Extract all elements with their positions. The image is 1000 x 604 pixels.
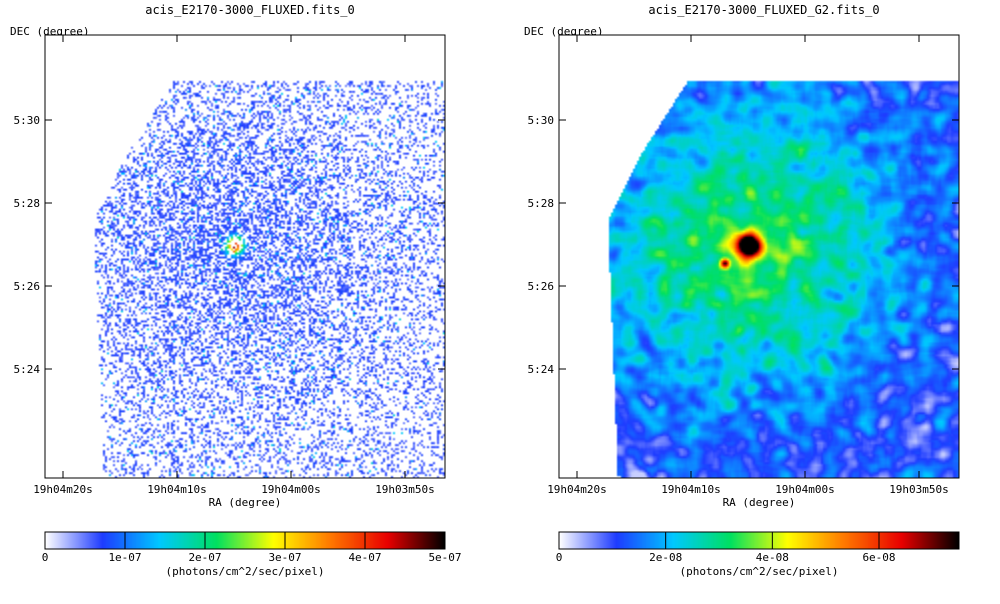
colorbar-label: (photons/cm^2/sec/pixel) (166, 565, 325, 578)
x-tick-label: 19h04m20s (547, 483, 607, 496)
axes: 19h04m20s 19h04m10s 19h04m00s 19h03m50s 5:30… (528, 35, 959, 496)
x-tick-label: 19h03m50s (889, 483, 949, 496)
colorbar-tick-label: 2e-07 (188, 551, 221, 564)
plot-frame (44, 34, 446, 479)
colorbar-ticks: 0 1e-07 2e-07 3e-07 4e-07 5e-07 (42, 532, 462, 564)
colorbar-label: (photons/cm^2/sec/pixel) (680, 565, 839, 578)
y-tick-label: 5:26 (528, 280, 555, 293)
x-tick-label: 19h04m00s (261, 483, 321, 496)
x-axis-label: RA (degree) (723, 496, 796, 509)
colorbar-tick-label: 0 (42, 551, 49, 564)
left-image-panel: acis_E2170-3000_FLUXED.fits_0 DEC (degre… (10, 3, 462, 578)
colorbar-ticks: 0 2e-08 4e-08 6e-08 (556, 532, 896, 564)
colorbar-tick-label: 4e-08 (756, 551, 789, 564)
colorbar-tick-label: 4e-07 (348, 551, 381, 564)
plot-frame (558, 34, 960, 479)
colorbar (559, 532, 959, 549)
y-tick-label: 5:24 (528, 363, 555, 376)
colorbar (45, 532, 445, 549)
panel-title: acis_E2170-3000_FLUXED_G2.fits_0 (648, 3, 880, 17)
y-tick-label: 5:28 (14, 197, 41, 210)
intensity-map (559, 35, 959, 478)
x-axis-label: RA (degree) (209, 496, 282, 509)
colorbar-tick-label: 0 (556, 551, 563, 564)
colorbar-frame (44, 531, 446, 550)
y-tick-label: 5:26 (14, 280, 41, 293)
colorbar-tick-label: 3e-07 (268, 551, 301, 564)
x-tick-label: 19h04m00s (775, 483, 835, 496)
colorbar-tick-label: 2e-08 (649, 551, 682, 564)
y-tick-label: 5:28 (528, 197, 555, 210)
axes: 19h04m20s 19h04m10s 19h04m00s 19h03m50s 5:30… (14, 35, 445, 496)
panel-title: acis_E2170-3000_FLUXED.fits_0 (145, 3, 355, 17)
y-tick-label: 5:24 (14, 363, 41, 376)
x-tick-label: 19h04m20s (33, 483, 93, 496)
y-tick-label: 5:30 (528, 114, 555, 127)
image-svg: 19h04m20s 19h04m10s 19h04m00s 19h03m50s 5:30… (528, 34, 960, 578)
x-tick-label: 19h04m10s (661, 483, 721, 496)
x-tick-label: 19h04m10s (147, 483, 207, 496)
y-tick-label: 5:30 (14, 114, 41, 127)
colorbar-frame (558, 531, 960, 550)
image-svg: 19h04m20s 19h04m10s 19h04m00s 19h03m50s 5:30… (14, 34, 462, 578)
colorbar-tick-label: 1e-07 (108, 551, 141, 564)
right-image-panel: acis_E2170-3000_FLUXED_G2.fits_0 DEC (de… (514, 0, 1000, 604)
x-tick-label: 19h03m50s (375, 483, 435, 496)
colorbar-tick-label: 5e-07 (428, 551, 461, 564)
colorbar-tick-label: 6e-08 (862, 551, 895, 564)
intensity-map (45, 35, 445, 478)
